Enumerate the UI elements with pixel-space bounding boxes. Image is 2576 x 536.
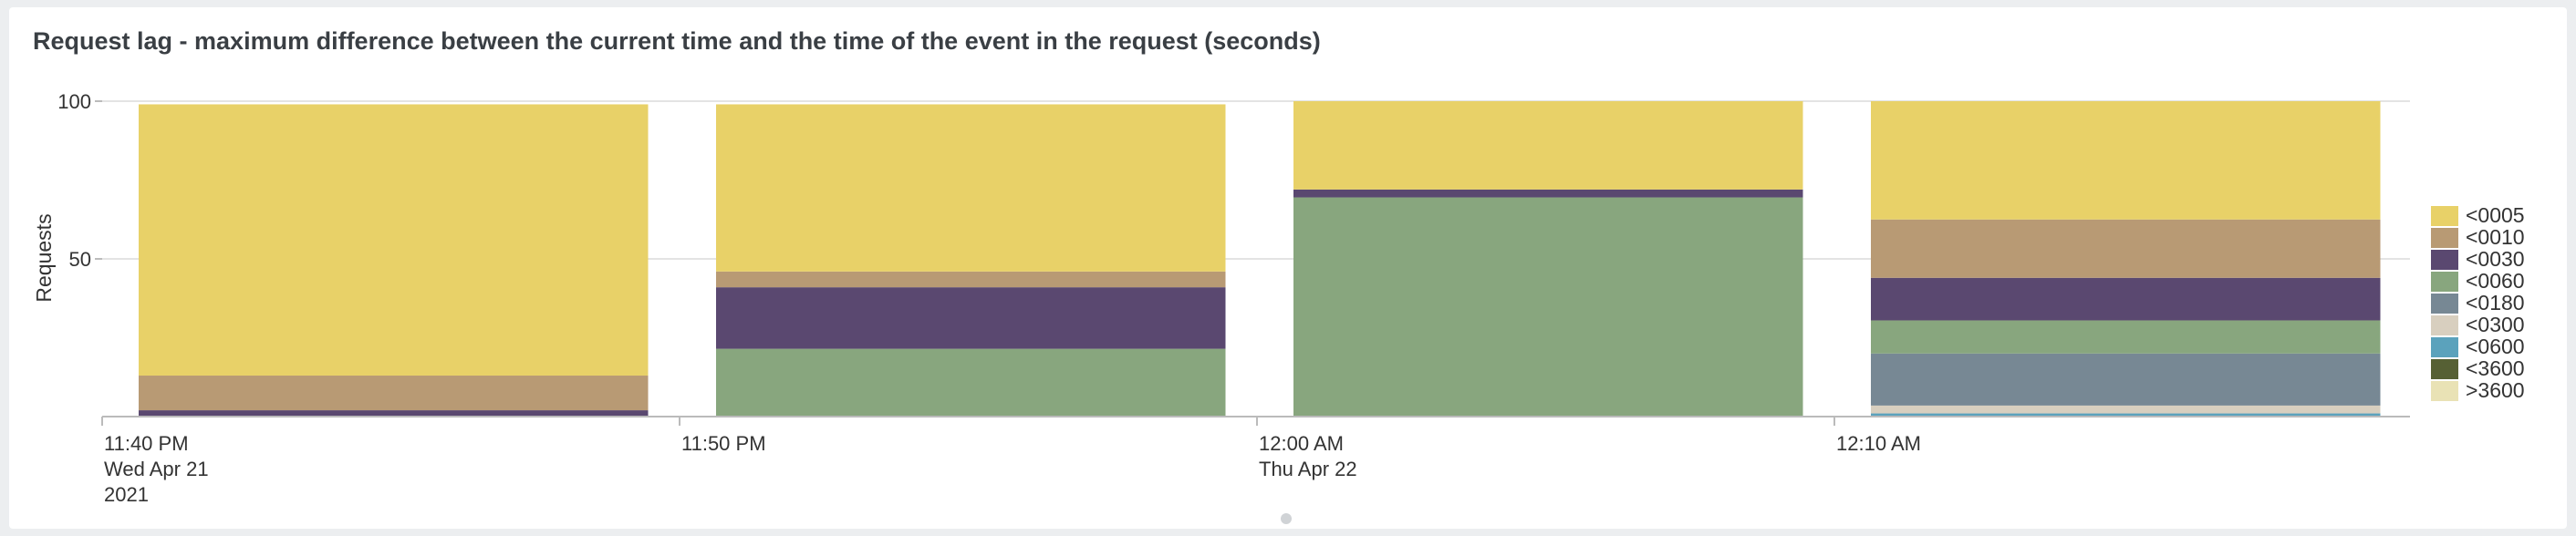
- legend-swatch[interactable]: [2431, 206, 2458, 226]
- bar-segment[interactable]: [139, 410, 649, 417]
- legend-swatch[interactable]: [2431, 250, 2458, 270]
- bar-segment[interactable]: [1871, 101, 2381, 220]
- legend-swatch[interactable]: [2431, 381, 2458, 401]
- bar-segment[interactable]: [1293, 197, 1803, 417]
- axes: 50 100 Requests 11:40 PM Wed Apr 21 2021 11:50…: [32, 90, 2410, 506]
- panel-title: Request lag - maximum difference between…: [33, 27, 1321, 55]
- y-axis-label: Requests: [32, 213, 56, 302]
- legend-label[interactable]: <0010: [2466, 225, 2525, 249]
- legend-label[interactable]: <0300: [2466, 313, 2525, 336]
- bar-segment[interactable]: [139, 104, 649, 376]
- x-tick-label: 11:40 PM: [104, 432, 189, 455]
- y-tick-label: 100: [57, 90, 91, 113]
- x-tick-label: Thu Apr 22: [1259, 458, 1357, 480]
- legend-label[interactable]: >3600: [2466, 378, 2525, 402]
- bar-segment[interactable]: [1871, 353, 2381, 406]
- legend-swatch[interactable]: [2431, 228, 2458, 248]
- bar-segment[interactable]: [1871, 320, 2381, 354]
- y-tick-label: 50: [69, 248, 91, 271]
- x-tick-label: 11:50 PM: [681, 432, 766, 455]
- bar-segment[interactable]: [716, 287, 1226, 349]
- legend[interactable]: <0005<0010<0030<0060<0180<0300<0600<3600…: [2431, 203, 2525, 402]
- x-tick-label: 12:00 AM: [1259, 432, 1344, 455]
- bar-segment[interactable]: [1871, 277, 2381, 321]
- legend-swatch[interactable]: [2431, 337, 2458, 357]
- bar-segment[interactable]: [1293, 101, 1803, 190]
- x-tick-label: 2021: [104, 483, 149, 506]
- legend-swatch[interactable]: [2431, 359, 2458, 379]
- legend-label[interactable]: <0180: [2466, 291, 2525, 314]
- bar-segment[interactable]: [1871, 219, 2381, 278]
- scroll-indicator[interactable]: [1281, 513, 1292, 524]
- legend-swatch[interactable]: [2431, 294, 2458, 314]
- legend-label[interactable]: <0030: [2466, 247, 2525, 271]
- legend-label[interactable]: <0600: [2466, 335, 2525, 358]
- bar-segment[interactable]: [139, 376, 649, 411]
- legend-label[interactable]: <0005: [2466, 203, 2525, 227]
- legend-swatch[interactable]: [2431, 272, 2458, 292]
- x-tick-label: 12:10 AM: [1836, 432, 1921, 455]
- bar-segment[interactable]: [1871, 413, 2381, 417]
- bar-segment[interactable]: [1293, 189, 1803, 198]
- bar-segment[interactable]: [716, 104, 1226, 272]
- legend-label[interactable]: <0060: [2466, 269, 2525, 293]
- x-tick-label: Wed Apr 21: [104, 458, 209, 480]
- bars: [139, 101, 2381, 417]
- bar-segment[interactable]: [716, 271, 1226, 288]
- bar-segment[interactable]: [1871, 405, 2381, 414]
- legend-swatch[interactable]: [2431, 315, 2458, 335]
- legend-label[interactable]: <3600: [2466, 356, 2525, 380]
- bar-segment[interactable]: [716, 348, 1226, 417]
